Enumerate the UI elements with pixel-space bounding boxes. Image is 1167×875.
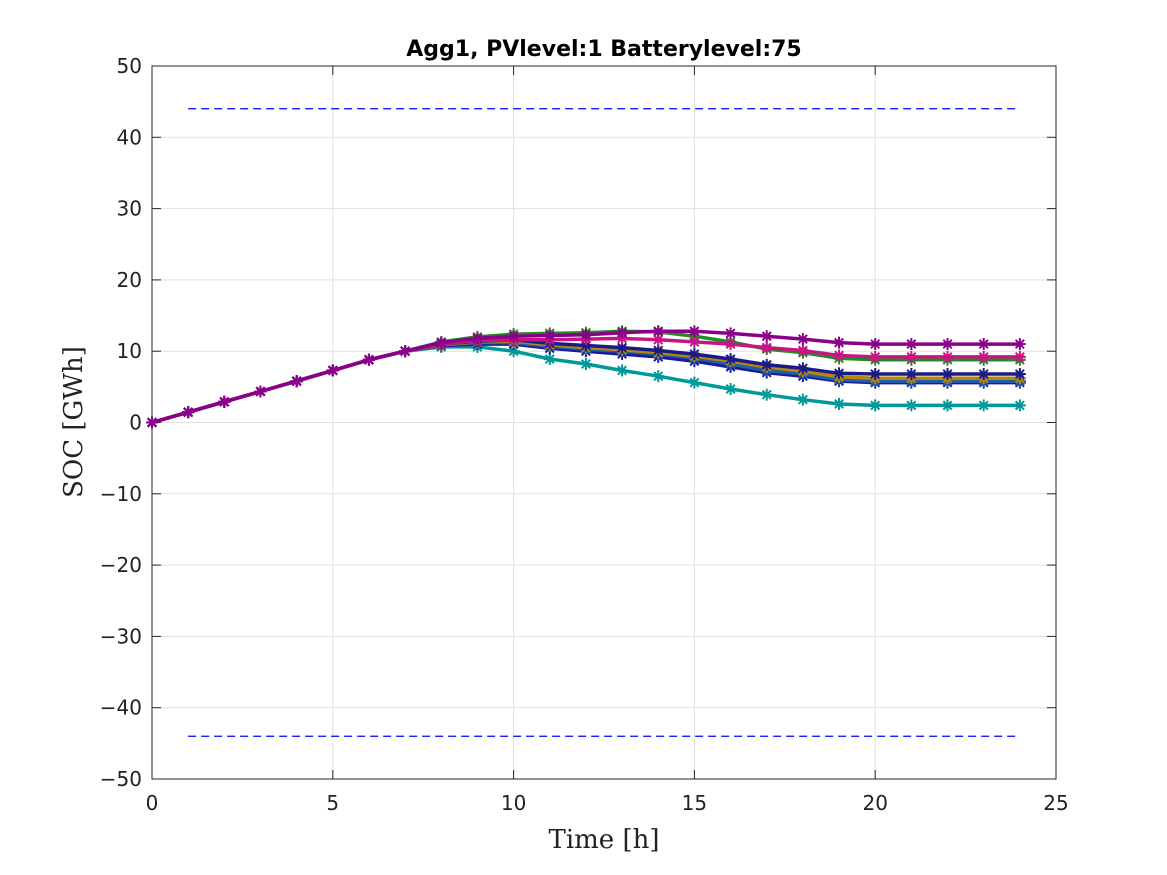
data-point xyxy=(977,368,990,381)
data-point xyxy=(652,370,665,383)
data-point xyxy=(399,345,412,358)
data-point xyxy=(471,332,484,345)
data-point xyxy=(941,368,954,381)
data-point xyxy=(688,348,701,361)
data-point xyxy=(1013,368,1026,381)
data-point xyxy=(579,358,592,371)
data-point xyxy=(760,388,773,401)
chart-title: Agg1, PVlevel:1 Batterylevel:75 xyxy=(406,37,801,62)
y-tick-label: 0 xyxy=(129,411,142,435)
x-tick-label: 25 xyxy=(1043,791,1068,815)
data-point xyxy=(724,327,737,340)
data-point xyxy=(905,399,918,412)
data-point xyxy=(905,350,918,363)
data-point xyxy=(616,341,629,354)
data-point xyxy=(760,341,773,354)
y-tick-label: 50 xyxy=(117,54,142,78)
data-point xyxy=(941,350,954,363)
data-point xyxy=(760,330,773,343)
data-point xyxy=(977,338,990,351)
y-tick-label: −10 xyxy=(100,482,142,506)
data-point xyxy=(833,367,846,380)
data-point xyxy=(616,364,629,377)
y-tick-label: −50 xyxy=(100,767,142,791)
data-point xyxy=(796,333,809,346)
data-point xyxy=(1013,350,1026,363)
data-point xyxy=(1013,399,1026,412)
x-tick-label: 15 xyxy=(682,791,707,815)
data-point xyxy=(290,375,303,388)
y-tick-label: 10 xyxy=(117,339,142,363)
data-series xyxy=(146,325,1026,429)
data-point xyxy=(724,382,737,395)
x-tick-label: 0 xyxy=(146,791,159,815)
data-point xyxy=(941,399,954,412)
data-point xyxy=(833,349,846,362)
data-point xyxy=(977,350,990,363)
data-point xyxy=(760,358,773,371)
y-tick-label: −40 xyxy=(100,696,142,720)
data-point xyxy=(652,344,665,357)
data-point xyxy=(905,338,918,351)
y-axis-label: SOC [GWh] xyxy=(59,346,89,498)
data-point xyxy=(833,397,846,410)
y-tick-label: 30 xyxy=(117,197,142,221)
data-point xyxy=(652,325,665,338)
x-axis-label: Time [h] xyxy=(549,825,660,855)
data-point xyxy=(977,399,990,412)
data-point xyxy=(796,393,809,406)
data-point xyxy=(1013,338,1026,351)
data-point xyxy=(869,399,882,412)
data-point xyxy=(796,344,809,357)
data-point xyxy=(362,353,375,366)
data-point xyxy=(688,335,701,348)
data-point xyxy=(146,416,158,429)
axes: 0 5 10 15 20 25 −50 −40 −30 −20 −10 0 10 20 30 40 50 xyxy=(100,54,1069,815)
data-point xyxy=(796,362,809,375)
data-point xyxy=(218,395,231,408)
y-tick-label: 40 xyxy=(117,125,142,149)
data-point xyxy=(182,406,195,419)
data-point xyxy=(724,353,737,366)
data-point xyxy=(833,336,846,349)
y-tick-label: −30 xyxy=(100,624,142,648)
data-point xyxy=(616,326,629,339)
data-point xyxy=(579,328,592,341)
series-8 xyxy=(146,325,1026,429)
data-point xyxy=(435,336,448,349)
data-point xyxy=(905,368,918,381)
data-point xyxy=(724,338,737,351)
data-point xyxy=(869,338,882,351)
data-point xyxy=(326,364,339,377)
reference-lines xyxy=(188,108,1020,737)
data-point xyxy=(941,338,954,351)
y-tick-label: 20 xyxy=(117,268,142,292)
data-point xyxy=(688,325,701,338)
data-point xyxy=(543,329,556,342)
x-tick-label: 10 xyxy=(501,791,526,815)
data-point xyxy=(869,350,882,363)
data-point xyxy=(543,353,556,366)
data-point xyxy=(254,385,267,398)
x-tick-label: 5 xyxy=(326,791,339,815)
y-tick-label: −20 xyxy=(100,553,142,577)
data-point xyxy=(688,376,701,389)
data-point xyxy=(507,330,520,343)
data-point xyxy=(869,368,882,381)
x-tick-label: 20 xyxy=(862,791,887,815)
